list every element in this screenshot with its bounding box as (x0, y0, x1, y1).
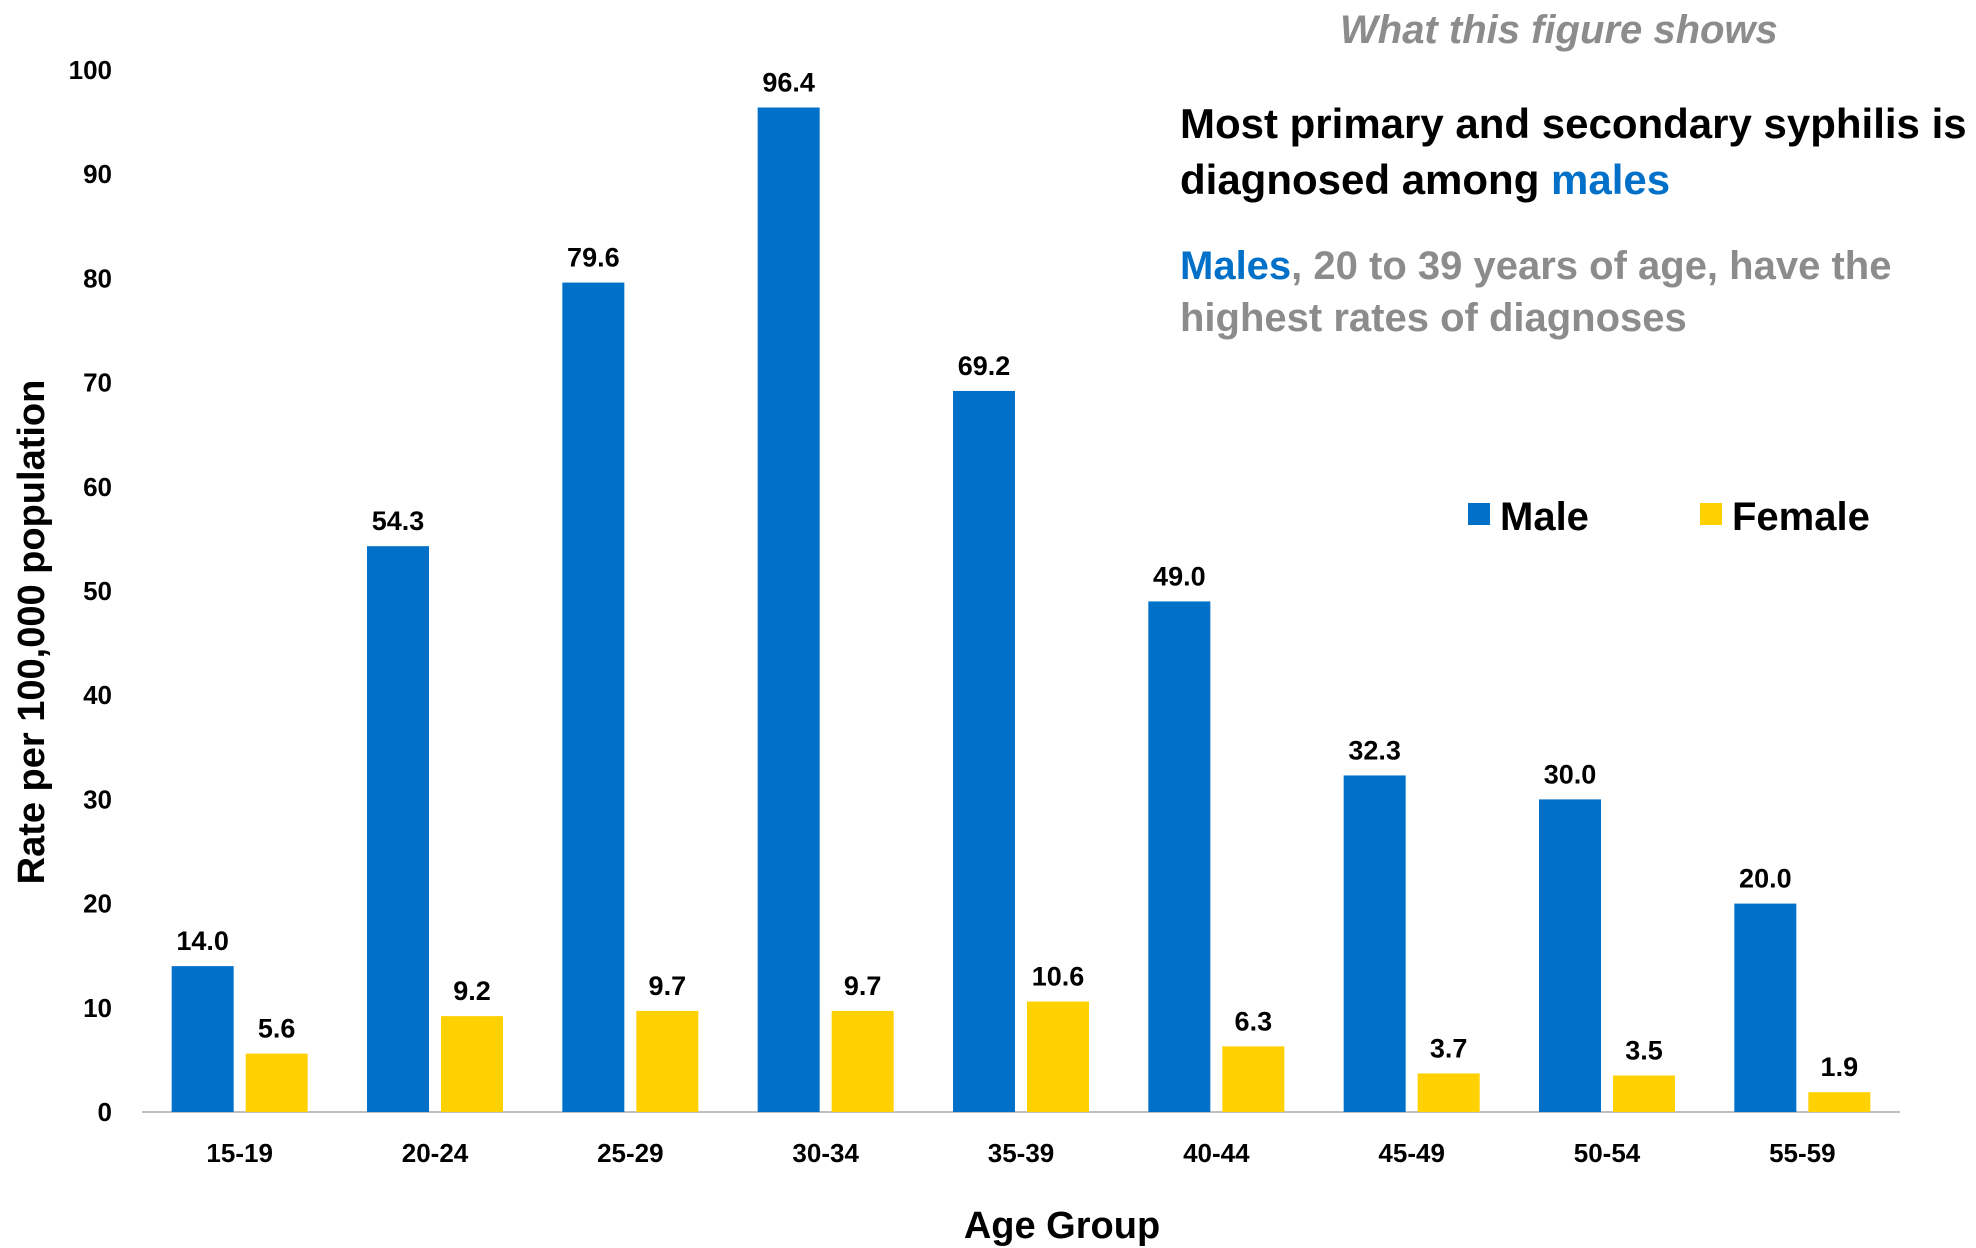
annotation-kicker: What this figure shows (1340, 8, 1778, 52)
bar-male-30-34 (757, 107, 820, 1112)
y-axis-ticks: 0 10 20 30 40 50 60 70 80 90 100 (69, 55, 112, 1127)
bar-male-25-29 (562, 282, 625, 1112)
data-label-female-45-49: 3.7 (1430, 1033, 1468, 1063)
subtext-highlight: Males (1180, 244, 1292, 288)
data-label-male-40-44: 49.0 (1153, 561, 1206, 591)
bar-male-55-59 (1734, 903, 1797, 1112)
y-tick-label: 80 (83, 263, 112, 293)
x-tick-label: 15-19 (206, 1138, 273, 1168)
bar-female-30-34 (831, 1010, 894, 1112)
data-label-female-25-29: 9.7 (649, 971, 687, 1001)
y-tick-label: 40 (83, 680, 112, 710)
data-label-female-30-34: 9.7 (844, 971, 882, 1001)
x-tick-label: 45-49 (1378, 1138, 1445, 1168)
bar-female-50-54 (1613, 1075, 1675, 1112)
annotation-subtext: Males, 20 to 39 years of age, have the h… (1180, 240, 1976, 344)
y-tick-label: 100 (69, 55, 112, 85)
bar-male-40-44 (1148, 601, 1211, 1112)
data-label-male-50-54: 30.0 (1544, 759, 1597, 789)
data-label-male-45-49: 32.3 (1348, 735, 1401, 765)
y-tick-label: 30 (83, 784, 112, 814)
legend-swatch-male (1468, 503, 1490, 525)
data-label-female-40-44: 6.3 (1235, 1006, 1273, 1036)
x-tick-label: 55-59 (1769, 1138, 1836, 1168)
data-label-male-30-34: 96.4 (762, 68, 815, 98)
bar-female-45-49 (1417, 1073, 1480, 1112)
data-label-female-35-39: 10.6 (1032, 962, 1085, 992)
x-tick-label: 50-54 (1574, 1138, 1641, 1168)
bar-female-40-44 (1222, 1046, 1285, 1112)
bar-male-50-54 (1539, 799, 1601, 1112)
data-label-male-15-19: 14.0 (176, 926, 229, 956)
legend: Male Female (1468, 495, 1870, 539)
bar-male-15-19 (171, 966, 234, 1112)
bar-female-55-59 (1808, 1092, 1871, 1112)
bar-male-35-39 (953, 390, 1015, 1112)
bar-female-15-19 (245, 1053, 308, 1112)
data-label-male-35-39: 69.2 (958, 351, 1011, 381)
y-tick-label: 20 (83, 889, 112, 919)
legend-swatch-female (1700, 503, 1722, 525)
subtext-text: , 20 to 39 years of age, have the highes… (1180, 244, 1892, 340)
y-tick-label: 50 (83, 576, 112, 606)
bar-female-20-24 (441, 1016, 503, 1112)
data-label-female-55-59: 1.9 (1821, 1052, 1859, 1082)
bar-male-45-49 (1343, 775, 1406, 1112)
y-tick-label: 60 (83, 472, 112, 502)
x-tick-label: 25-29 (597, 1138, 664, 1168)
data-label-male-25-29: 79.6 (567, 243, 620, 273)
data-label-female-50-54: 3.5 (1625, 1036, 1663, 1066)
bar-male-20-24 (367, 546, 429, 1112)
y-tick-label: 0 (98, 1097, 112, 1127)
legend-label-female: Female (1732, 495, 1870, 539)
y-axis-title: Rate per 100,000 population (11, 380, 53, 885)
y-tick-label: 70 (83, 368, 112, 398)
annotation-headline: Most primary and secondary syphilis is d… (1180, 96, 1976, 208)
y-tick-label: 90 (83, 159, 112, 189)
data-label-female-20-24: 9.2 (453, 976, 491, 1006)
bars: 14.0 5.6 54.3 9.2 79.6 9.7 96.4 9.7 69.2 10.6 49.0… (171, 68, 1871, 1112)
x-tick-label: 20-24 (402, 1138, 469, 1168)
x-tick-label: 40-44 (1183, 1138, 1250, 1168)
x-axis-ticks: 15-19 20-24 25-29 30-34 35-39 40-44 45-49 50-54… (206, 1138, 1835, 1168)
legend-label-male: Male (1500, 495, 1589, 539)
data-label-male-20-24: 54.3 (372, 506, 425, 536)
data-label-female-15-19: 5.6 (258, 1014, 296, 1044)
headline-highlight: males (1551, 156, 1671, 203)
x-axis-title: Age Group (964, 1205, 1160, 1247)
data-label-male-55-59: 20.0 (1739, 864, 1792, 894)
x-tick-label: 30-34 (792, 1138, 859, 1168)
y-tick-label: 10 (83, 993, 112, 1023)
bar-female-35-39 (1027, 1001, 1089, 1112)
x-tick-label: 35-39 (988, 1138, 1055, 1168)
bar-female-25-29 (636, 1010, 699, 1112)
headline-text: Most primary and secondary syphilis is d… (1180, 100, 1967, 203)
